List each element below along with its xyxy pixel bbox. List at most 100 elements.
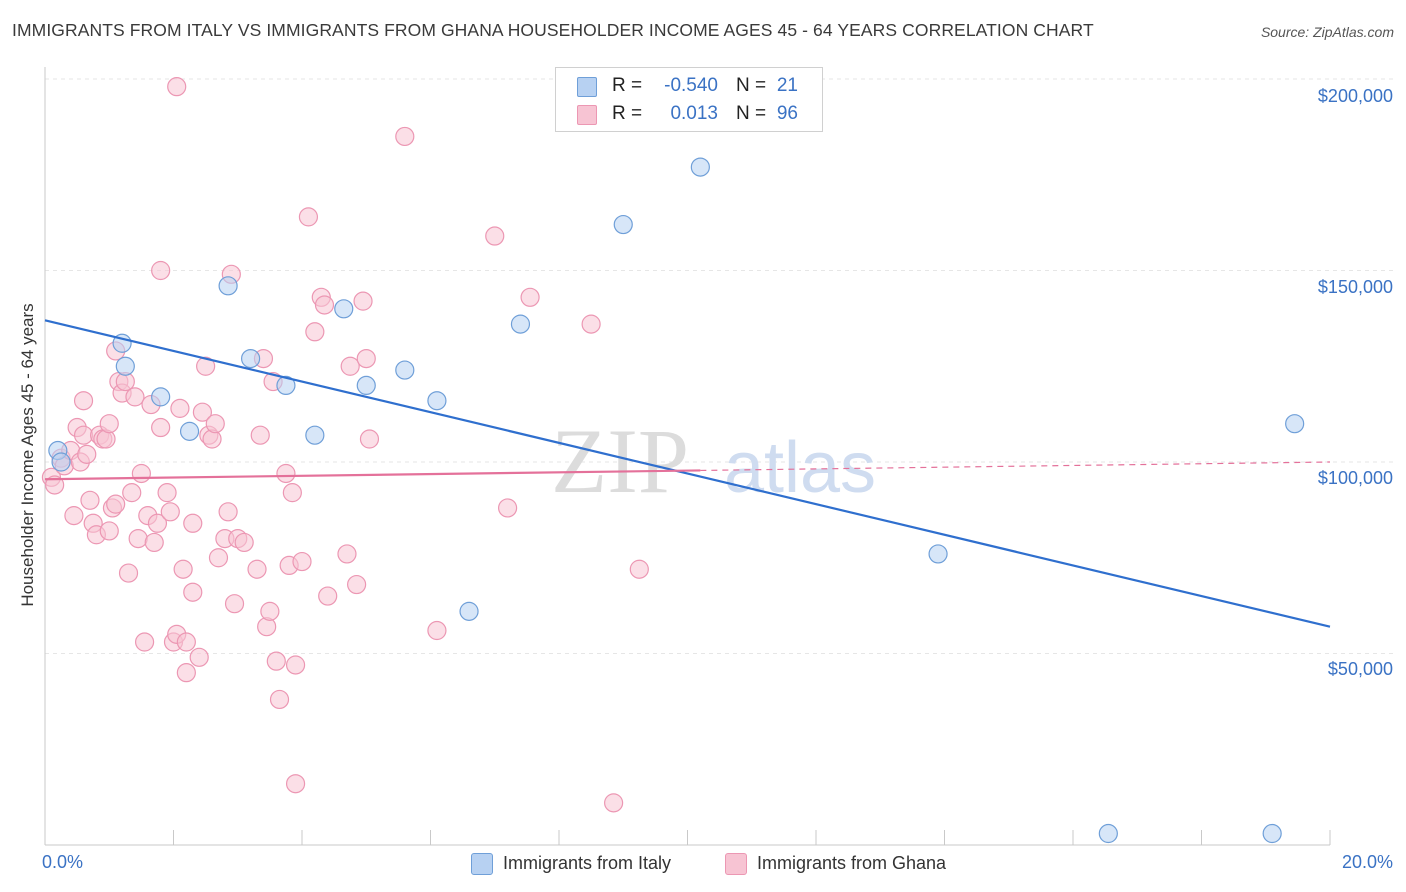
ghana-r-label: R = [612, 103, 643, 124]
ghana-point [170, 398, 190, 418]
italy-point [179, 421, 200, 441]
ghana-point [189, 647, 209, 667]
italy-point [334, 299, 354, 319]
ghana-point [64, 506, 84, 526]
ghana-point [125, 387, 145, 407]
ghana-point [218, 502, 238, 522]
ghana-point [356, 348, 376, 369]
italy-point [151, 387, 171, 407]
ghana-point [353, 291, 373, 311]
ghana-point [176, 632, 196, 652]
ghana-point [282, 483, 302, 503]
ghana-point [131, 463, 151, 484]
italy-point [1285, 414, 1305, 434]
ghana-point [80, 490, 100, 510]
ghana-point [485, 226, 505, 246]
ghana-point [160, 502, 180, 522]
ghana-point [298, 207, 319, 227]
ghana-point [581, 314, 601, 334]
ghana-trend-line-extension [700, 461, 1331, 472]
ghana-point [234, 532, 254, 553]
chart-title: IMMIGRANTS FROM ITALY VS IMMIGRANTS FROM… [12, 20, 1094, 40]
ghana-r-value: 0.013 [670, 103, 718, 124]
italy-point [690, 157, 710, 177]
italy-point [1098, 823, 1118, 844]
italy-point [115, 356, 135, 376]
y-tick-label-100000: $100,000 [1317, 468, 1393, 488]
ghana-point [128, 528, 148, 549]
italy-point [459, 601, 479, 621]
ghana-point [73, 391, 94, 411]
x-tick-label-max: 20.0% [1341, 852, 1393, 872]
italy-point [510, 314, 531, 334]
chart-legend: Immigrants from Italy Immigrants from Gh… [0, 850, 1406, 880]
italy-point [51, 452, 71, 472]
axes [44, 67, 1331, 846]
ghana-point [183, 513, 203, 533]
italy-r-value: -0.540 [664, 75, 718, 96]
ghana-point [73, 425, 94, 445]
ghana-point [151, 260, 171, 281]
italy-point [276, 375, 296, 395]
italy-point [1262, 823, 1282, 844]
ghana-point [498, 498, 518, 518]
ghana-point [147, 513, 168, 533]
ghana-n-label: N = [736, 103, 767, 124]
ghana-point [359, 429, 380, 449]
ghana-point [118, 563, 139, 583]
ghana-point [99, 414, 119, 434]
ghana-point [192, 402, 213, 422]
ghana-point [144, 532, 164, 553]
y-tick-label-150000: $150,000 [1317, 277, 1393, 297]
ghana-point [176, 663, 196, 683]
legend-swatch-ghana [725, 853, 747, 875]
ghana-point [134, 632, 155, 652]
ghana-point [269, 689, 290, 710]
trend-lines [44, 319, 1331, 628]
ghana-swatch [577, 105, 597, 125]
ghana-point [122, 483, 142, 503]
italy-point [305, 425, 325, 445]
italy-point [613, 214, 633, 235]
ghana-point [106, 494, 126, 514]
italy-trend-line [44, 319, 1331, 628]
ghana-point [45, 475, 65, 495]
italy-n-label: N = [736, 75, 767, 96]
ghana-point [196, 356, 216, 376]
italy-point [241, 348, 261, 369]
ghana-point [205, 414, 225, 434]
italy-n-value: 21 [776, 75, 798, 96]
ghana-point [167, 77, 187, 97]
ghana-point [285, 774, 306, 794]
italy-points [48, 157, 1305, 844]
italy-point [356, 375, 376, 395]
y-tick-label-200000: $200,000 [1317, 86, 1393, 106]
ghana-point [77, 444, 97, 464]
ghana-point [347, 574, 367, 595]
ghana-point [395, 126, 415, 147]
watermark-zip: ZIP [551, 410, 689, 512]
italy-point [395, 360, 415, 380]
italy-swatch [577, 77, 597, 97]
watermark-atlas: atlas [724, 428, 876, 508]
ghana-point [427, 620, 447, 641]
ghana-point [183, 582, 203, 602]
ghana-point [604, 793, 624, 813]
ghana-point [520, 287, 540, 307]
ghana-point [157, 483, 177, 503]
legend-swatch-italy [471, 853, 493, 875]
ghana-trend-line [44, 469, 701, 481]
y-tick-label-50000: $50,000 [1327, 659, 1393, 679]
italy-point [218, 276, 238, 296]
source-credit: Source: ZipAtlas.com [1260, 24, 1394, 40]
ghana-point [173, 559, 193, 579]
italy-point [427, 391, 447, 411]
ghana-point [629, 559, 649, 579]
ghana-point [314, 295, 335, 315]
ghana-point [340, 356, 360, 376]
y-axis-label: Householder Income Ages 45 - 64 years [18, 303, 37, 607]
legend-label-ghana: Immigrants from Ghana [757, 853, 947, 873]
legend-label-italy: Immigrants from Italy [503, 853, 672, 873]
ghana-point [292, 551, 312, 572]
